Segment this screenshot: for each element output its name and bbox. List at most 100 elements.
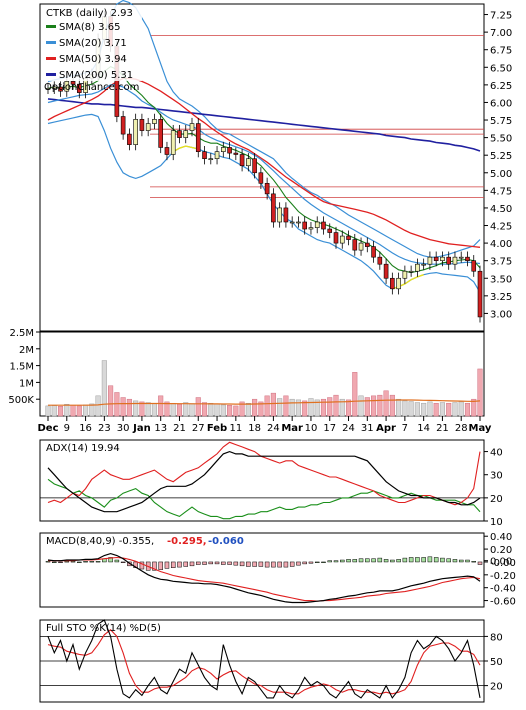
candle-body: [402, 270, 408, 279]
date-axis-label: Apr: [376, 423, 396, 434]
volume-bar: [396, 398, 402, 417]
candle-body: [296, 221, 301, 224]
macd-histogram-bar: [164, 561, 170, 569]
volume-bar: [352, 372, 358, 417]
volume-bar: [358, 395, 364, 417]
candle-body: [465, 256, 470, 261]
candle-body: [51, 86, 57, 89]
legend-swatch: [46, 57, 56, 60]
macd-histogram-bar: [202, 561, 207, 565]
volume-bar: [133, 400, 139, 417]
macd-histogram-bar: [114, 559, 120, 563]
volume-bar: [471, 398, 477, 417]
macd-histogram-bar: [383, 559, 389, 563]
sma8-line: [47, 65, 481, 274]
macd-histogram-bar: [239, 561, 245, 567]
volume-bar: [464, 402, 471, 417]
candle-body: [314, 221, 320, 228]
legend-label: SMA(50) 3.94: [59, 54, 127, 65]
price-axis-label: 3.50: [490, 274, 512, 285]
volume-bar: [76, 405, 82, 417]
macd-histogram-bar: [458, 559, 464, 563]
macd-histogram-bar: [252, 561, 257, 567]
candle-body: [246, 158, 251, 167]
macd-histogram-bar: [452, 559, 458, 563]
macd-histogram-bar: [365, 558, 370, 563]
volume-bar: [314, 399, 320, 417]
date-axis-label: 18: [248, 423, 261, 434]
legend-swatch: [46, 25, 56, 28]
volume-bar: [414, 402, 420, 417]
macd-histogram-bar: [396, 559, 401, 563]
macd-panel-axis-label: -0.20: [490, 571, 516, 582]
candle-body: [227, 147, 232, 154]
volume-bar: [195, 397, 201, 417]
candle-body: [64, 81, 70, 92]
volume-panel: 2.5M 2M 1.5M 1M 500K: [8, 328, 485, 417]
volume-bar: [446, 402, 452, 417]
volume-bar: [101, 360, 107, 417]
adx-panel-axis-label: 40: [490, 448, 503, 459]
volume-bar: [70, 404, 76, 417]
macd-histogram-bar: [352, 559, 358, 563]
candle-body: [458, 256, 464, 259]
candle-body: [433, 256, 439, 261]
candle-body: [221, 147, 226, 152]
volume-bar: [421, 402, 427, 417]
macd-histogram-bar: [440, 557, 445, 563]
volume-bar: [383, 390, 389, 417]
date-axis-label: 30: [117, 423, 130, 434]
macd-histogram-bar: [471, 561, 476, 563]
macd-histogram-bar: [189, 561, 195, 567]
volume-bar: [164, 401, 170, 417]
volume-axis-label: 2M: [19, 345, 34, 356]
candle-body: [327, 228, 333, 233]
legend-label: SMA(8) 3.65: [59, 22, 120, 33]
macd-histogram-bar: [196, 561, 201, 565]
macd-histogram-bar: [258, 561, 264, 567]
volume-axis-label: 2.5M: [9, 328, 34, 339]
volume-bar: [201, 402, 208, 417]
macd-histogram-bar: [289, 561, 295, 567]
sto-panel-axis-label: 50: [490, 657, 503, 668]
adx-panel: 40 30 20 10 ADX(14) 19.94: [39, 439, 503, 528]
date-axis-label: 21: [173, 423, 186, 434]
volume-axis-label: 1M: [19, 378, 34, 389]
volume-bar: [189, 403, 195, 417]
sto-panel-axis-label: 20: [490, 682, 503, 693]
candle-body: [127, 133, 132, 145]
price-axis-label: 6.25: [490, 81, 512, 92]
candle-body: [195, 123, 201, 152]
volume-bar: [320, 398, 327, 417]
date-axis-label: 28: [455, 423, 468, 434]
candle-body: [440, 256, 445, 261]
macd-histogram-bar: [120, 561, 126, 564]
adx-panel-frame: [39, 439, 485, 522]
macd-panel-axis-label: 0.00: [490, 557, 512, 568]
candle-body: [352, 239, 358, 251]
volume-bar: [252, 398, 258, 417]
macd-histogram-bar: [108, 557, 113, 563]
sto-panel-axis-label: 80: [490, 632, 503, 643]
price-axis-label: 6.50: [490, 63, 512, 74]
candle-body: [377, 256, 383, 265]
price-axis-label: 5.25: [490, 151, 512, 162]
bollinger-highlight-line: [172, 145, 199, 153]
candle-body: [45, 88, 51, 90]
macd-histogram-bar: [52, 561, 57, 564]
macd-histogram-bar: [70, 561, 76, 563]
macd-histogram-bar: [327, 560, 332, 563]
legend-swatch: [46, 41, 56, 44]
macd-panel-axis-label: 0.20: [490, 545, 512, 556]
volume-bar: [158, 395, 164, 417]
legend-swatch: [46, 73, 56, 76]
volume-bar: [64, 403, 70, 417]
volume-bar: [83, 404, 89, 417]
price-panel: 3.00 3.25 3.50 3.75 4.00 4.25 4.50 4.75 5.00 5.25…: [39, 0, 512, 332]
legend-label: SMA(200) 5.31: [59, 70, 133, 81]
adx-panel-axis-label: 20: [490, 494, 503, 505]
macd-histogram-bar: [314, 561, 320, 564]
candle-body: [421, 263, 426, 266]
volume-bar: [270, 392, 276, 417]
volume-bar: [295, 399, 301, 417]
